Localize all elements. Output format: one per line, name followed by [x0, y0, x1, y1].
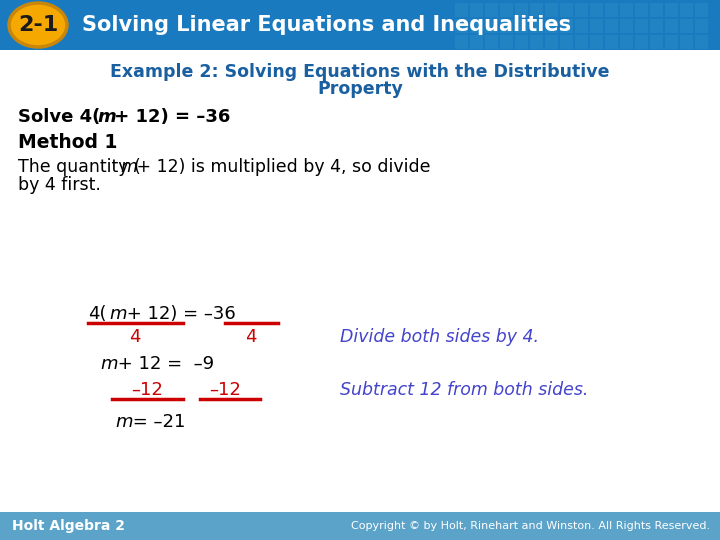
Bar — [680, 35, 693, 49]
Bar — [620, 19, 633, 33]
Bar — [515, 35, 528, 49]
Bar — [455, 19, 468, 33]
Bar — [545, 3, 558, 17]
Text: + 12) = –36: + 12) = –36 — [121, 305, 235, 323]
Bar — [665, 35, 678, 49]
Bar — [695, 19, 708, 33]
Bar — [680, 3, 693, 17]
Bar — [665, 19, 678, 33]
Bar — [455, 3, 468, 17]
Bar — [695, 35, 708, 49]
Bar — [665, 3, 678, 17]
Text: 2-1: 2-1 — [18, 15, 58, 35]
Bar — [605, 19, 618, 33]
Bar — [680, 19, 693, 33]
Bar — [620, 35, 633, 49]
Bar — [575, 19, 588, 33]
Bar — [530, 3, 543, 17]
Text: = –21: = –21 — [127, 413, 185, 431]
Text: Example 2: Solving Equations with the Distributive: Example 2: Solving Equations with the Di… — [110, 63, 610, 81]
Text: m: m — [109, 305, 127, 323]
Text: + 12 =  –9: + 12 = –9 — [112, 355, 214, 373]
Text: + 12) is multiplied by 4, so divide: + 12) is multiplied by 4, so divide — [131, 158, 431, 176]
Bar — [515, 19, 528, 33]
Bar — [470, 3, 483, 17]
Bar — [605, 3, 618, 17]
Text: m: m — [120, 158, 137, 176]
Ellipse shape — [9, 3, 67, 47]
Bar — [545, 19, 558, 33]
Text: m: m — [100, 355, 117, 373]
Text: –12: –12 — [209, 381, 241, 399]
Bar — [575, 3, 588, 17]
Bar — [545, 35, 558, 49]
Bar — [500, 19, 513, 33]
Text: The quantity (: The quantity ( — [18, 158, 140, 176]
Bar — [0, 512, 720, 540]
Bar — [470, 35, 483, 49]
Text: Property: Property — [317, 80, 403, 98]
Bar — [605, 35, 618, 49]
Text: –12: –12 — [131, 381, 163, 399]
Text: Holt Algebra 2: Holt Algebra 2 — [12, 519, 125, 533]
Bar — [695, 3, 708, 17]
Bar — [635, 35, 648, 49]
Text: Method 1: Method 1 — [18, 133, 117, 152]
Bar — [650, 35, 663, 49]
Text: Solving Linear Equations and Inequalities: Solving Linear Equations and Inequalitie… — [82, 15, 571, 35]
Bar — [560, 3, 573, 17]
Text: 4: 4 — [246, 328, 257, 346]
Bar — [560, 19, 573, 33]
Text: Subtract 12 from both sides.: Subtract 12 from both sides. — [340, 381, 588, 399]
Text: m: m — [115, 413, 132, 431]
Text: by 4 first.: by 4 first. — [18, 176, 101, 194]
Bar — [0, 0, 720, 50]
Bar — [650, 19, 663, 33]
Bar — [500, 3, 513, 17]
Bar — [650, 3, 663, 17]
Bar — [560, 35, 573, 49]
Bar — [485, 35, 498, 49]
Text: Copyright © by Holt, Rinehart and Winston. All Rights Reserved.: Copyright © by Holt, Rinehart and Winsto… — [351, 521, 710, 531]
Bar — [485, 19, 498, 33]
Text: + 12) = –36: + 12) = –36 — [108, 108, 230, 126]
Bar — [500, 35, 513, 49]
Text: Divide both sides by 4.: Divide both sides by 4. — [340, 328, 539, 346]
Bar — [515, 3, 528, 17]
Bar — [635, 19, 648, 33]
Text: Solve 4(: Solve 4( — [18, 108, 100, 126]
Text: 4: 4 — [130, 328, 140, 346]
Bar — [485, 3, 498, 17]
Bar — [620, 3, 633, 17]
Bar — [590, 19, 603, 33]
Bar — [455, 35, 468, 49]
Text: m: m — [97, 108, 116, 126]
Bar — [470, 19, 483, 33]
Bar — [530, 19, 543, 33]
Bar — [530, 35, 543, 49]
Text: 4(: 4( — [88, 305, 107, 323]
Bar — [575, 35, 588, 49]
Bar — [590, 3, 603, 17]
Bar — [590, 35, 603, 49]
Bar — [635, 3, 648, 17]
